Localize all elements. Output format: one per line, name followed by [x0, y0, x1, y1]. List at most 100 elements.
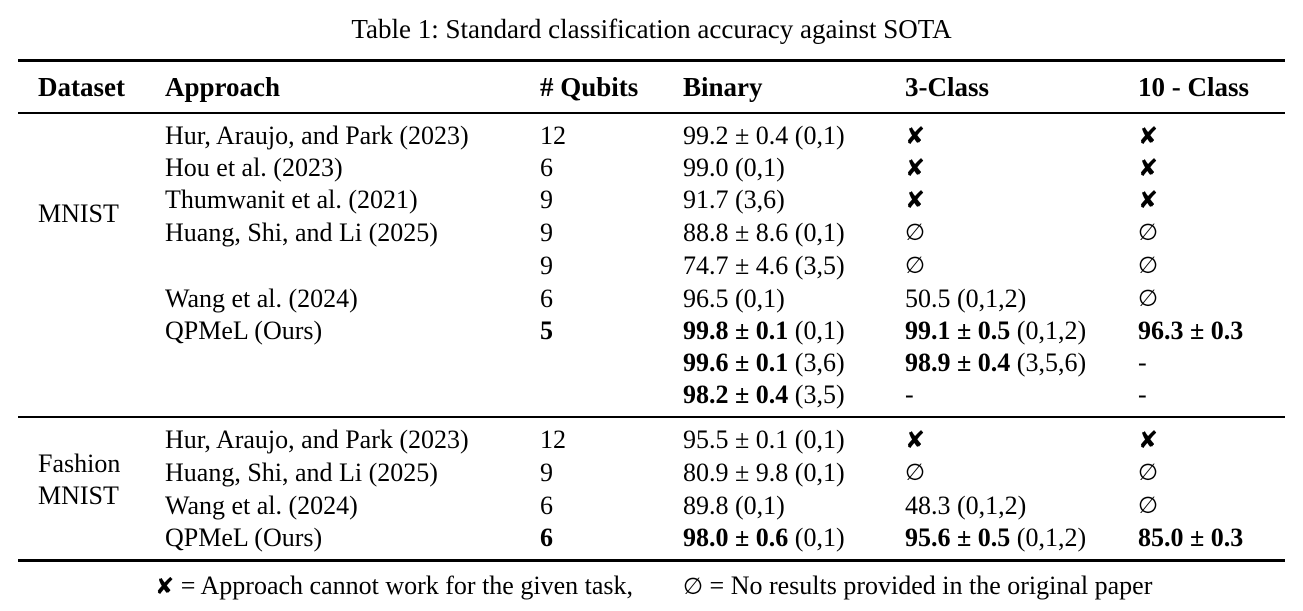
binary-cell: 98.0 ± 0.6 (0,1)	[683, 522, 905, 561]
three-class-cell: ✘	[905, 113, 1138, 152]
legend-cross-text: = Approach cannot work for the given tas…	[180, 571, 633, 600]
ten-class-cell: -	[1138, 347, 1285, 379]
class-pair: (0,1)	[794, 523, 845, 552]
no-result-dash: -	[1138, 348, 1147, 377]
class-pair: (0,1,2)	[957, 283, 1027, 313]
approach-cell: QPMeL (Ours)	[165, 315, 540, 347]
col-header-binary: Binary	[683, 60, 905, 114]
three-class-cell: 50.5 (0,1,2)	[905, 282, 1138, 315]
approach-cell: Huang, Shi, and Li (2025)	[165, 456, 540, 489]
approach-citation: QPMeL (Ours)	[165, 523, 323, 552]
approach-cell: Hur, Araujo, and Park (2023)	[165, 113, 540, 152]
qubit-count: 5	[540, 316, 553, 345]
accuracy-value: 95.6 ± 0.5	[905, 523, 1011, 552]
qubits-cell: 12	[540, 416, 683, 456]
cross-icon: ✘	[1138, 122, 1159, 150]
cross-icon: ✘	[1138, 426, 1159, 454]
three-class-cell: ✘	[905, 152, 1138, 184]
ten-class-cell: ✘	[1138, 152, 1285, 184]
empty-set-icon: ∅	[1138, 460, 1159, 486]
binary-cell: 99.8 ± 0.1 (0,1)	[683, 315, 905, 347]
ten-class-cell: ∅	[1138, 456, 1285, 489]
empty-set-icon: ∅	[1138, 220, 1159, 246]
accuracy-value: 95.5 ± 0.1	[683, 425, 789, 454]
qubit-count: 6	[540, 490, 553, 520]
col-header-approach: Approach	[165, 60, 540, 114]
accuracy-value: 74.7 ± 4.6	[683, 250, 789, 280]
accuracy-value: 98.9 ± 0.4	[905, 348, 1011, 377]
approach-cell: Thumwanit et al. (2021)	[165, 184, 540, 216]
table-row: 99.6 ± 0.1 (3,6) 98.9 ± 0.4 (3,5,6) -	[18, 347, 1285, 379]
qubits-cell: 9	[540, 216, 683, 249]
cross-icon: ✘	[155, 574, 175, 600]
qubits-cell: 5	[540, 315, 683, 347]
legend-empty-set-entry: ∅ = No results provided in the original …	[683, 571, 1152, 601]
no-result-dash: -	[1138, 380, 1147, 409]
accuracy-value: 99.2 ± 0.4	[683, 121, 789, 150]
class-pair: (0,1)	[735, 153, 785, 182]
binary-cell: 99.6 ± 0.1 (3,6)	[683, 347, 905, 379]
class-pair: (0,1)	[794, 425, 845, 454]
binary-cell: 91.7 (3,6)	[683, 184, 905, 216]
accuracy-value: 89.8	[683, 490, 729, 520]
legend-empty-text: = No results provided in the original pa…	[709, 571, 1153, 600]
approach-cell: Wang et al. (2024)	[165, 489, 540, 522]
class-pair: (3,6)	[735, 185, 785, 214]
ten-class-cell: -	[1138, 379, 1285, 417]
empty-set-icon: ∅	[905, 220, 926, 246]
approach-cell: Hur, Araujo, and Park (2023)	[165, 416, 540, 456]
class-pair: (0,1,2)	[1016, 523, 1087, 552]
table-caption: Table 1: Standard classification accurac…	[351, 14, 952, 44]
accuracy-value: 98.2 ± 0.4	[683, 380, 789, 409]
binary-cell: 99.2 ± 0.4 (0,1)	[683, 113, 905, 152]
qubit-count: 6	[540, 153, 553, 182]
class-pair: (0,1,2)	[957, 490, 1027, 520]
ten-class-cell: 96.3 ± 0.3	[1138, 315, 1285, 347]
class-pair: (3,6)	[794, 348, 845, 377]
empty-set-icon: ∅	[905, 253, 926, 279]
approach-citation: Thumwanit et al. (2021)	[165, 185, 418, 214]
accuracy-value: 99.8 ± 0.1	[683, 316, 789, 345]
qubits-cell: 6	[540, 489, 683, 522]
cross-icon: ✘	[905, 186, 926, 214]
ten-class-cell: ✘	[1138, 184, 1285, 216]
dataset-label-line: MNIST	[38, 481, 119, 510]
empty-set-icon: ∅	[1138, 253, 1159, 279]
ten-class-cell: ✘	[1138, 416, 1285, 456]
results-table: Dataset Approach # Qubits Binary 3-Class…	[18, 59, 1285, 562]
qubit-count: 6	[540, 283, 553, 313]
table-row: Wang et al. (2024) 6 89.8 (0,1) 48.3 (0,1,2…	[18, 489, 1285, 522]
accuracy-value: 48.3	[905, 490, 951, 520]
approach-citation: Hur, Araujo, and Park (2023)	[165, 121, 469, 150]
table-row: Wang et al. (2024) 6 96.5 (0,1) 50.5 (0,1,2…	[18, 282, 1285, 315]
binary-cell: 95.5 ± 0.1 (0,1)	[683, 416, 905, 456]
qubits-cell: 9	[540, 249, 683, 282]
col-header-3class: 3-Class	[905, 60, 1138, 114]
col-header-10class: 10 - Class	[1138, 60, 1285, 114]
qubits-cell: 6	[540, 522, 683, 561]
approach-cell	[165, 249, 540, 282]
empty-set-icon: ∅	[683, 574, 704, 600]
qubits-cell: 6	[540, 152, 683, 184]
accuracy-value: 96.5	[683, 283, 729, 313]
three-class-cell: ∅	[905, 456, 1138, 489]
table-row: MNIST Hur, Araujo, and Park (2023) 12 99.2 …	[18, 113, 1285, 228]
approach-citation: Hur, Araujo, and Park (2023)	[165, 425, 469, 454]
three-class-cell: -	[905, 379, 1138, 417]
approach-citation: Hou et al. (2023)	[165, 153, 343, 182]
binary-cell: 80.9 ± 9.8 (0,1)	[683, 456, 905, 489]
accuracy-value: 91.7	[683, 185, 729, 214]
approach-citation: Wang et al. (2024)	[165, 490, 358, 520]
three-class-cell: 95.6 ± 0.5 (0,1,2)	[905, 522, 1138, 561]
binary-cell: 74.7 ± 4.6 (3,5)	[683, 249, 905, 282]
class-pair: (3,5)	[794, 250, 845, 280]
qubits-cell: 6	[540, 282, 683, 315]
qubits-cell	[540, 347, 683, 379]
results-table-body: MNIST Hur, Araujo, and Park (2023) 12 99.2 …	[18, 113, 1285, 561]
class-pair: (0,1)	[735, 283, 785, 313]
no-result-dash: -	[905, 380, 914, 409]
accuracy-value: 99.6 ± 0.1	[683, 348, 789, 377]
dataset-label: Fashion MNIST	[18, 416, 165, 561]
cross-icon: ✘	[905, 154, 926, 182]
